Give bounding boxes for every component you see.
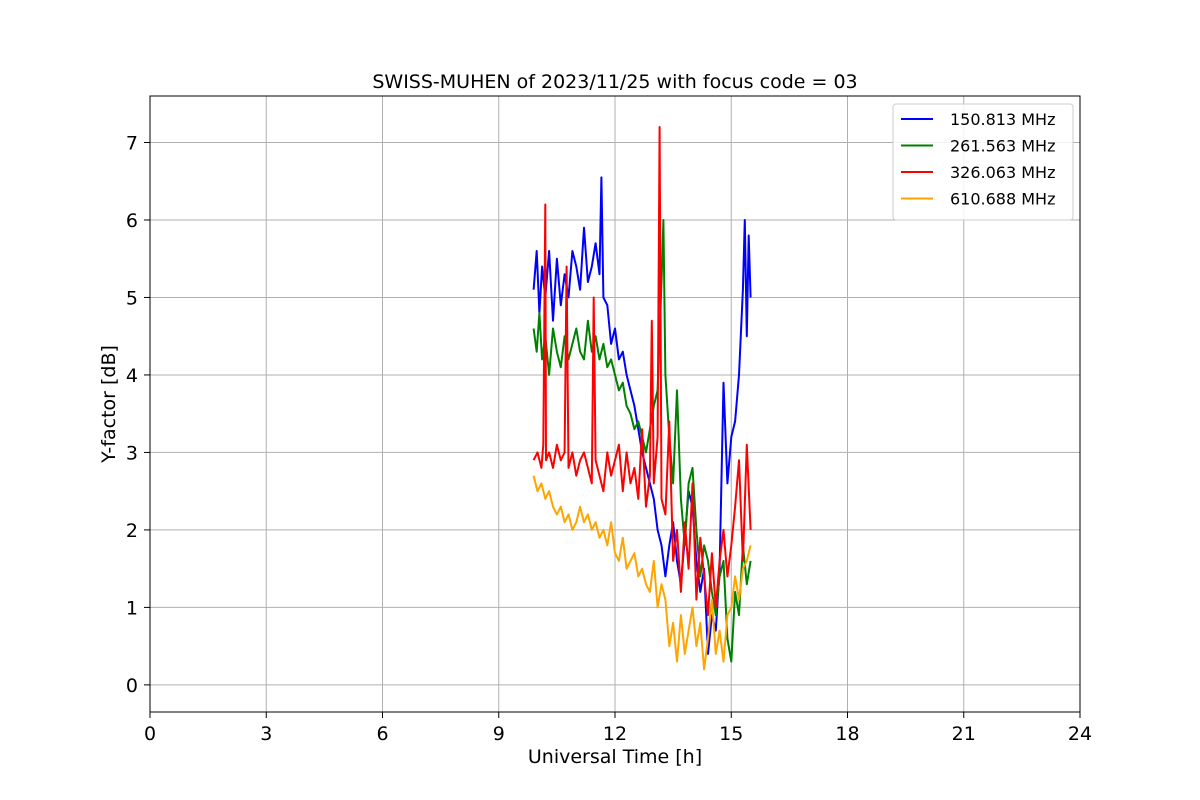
- x-tick-label: 12: [603, 723, 627, 745]
- y-axis: 0 1 2 3 4 5 6 7: [126, 132, 150, 697]
- y-tick-label: 4: [126, 365, 138, 387]
- x-tick-label: 0: [144, 723, 156, 745]
- y-tick-label: 7: [126, 132, 138, 154]
- x-tick-label: 15: [719, 723, 743, 745]
- x-tick-label: 3: [260, 723, 272, 745]
- y-tick-label: 1: [126, 597, 138, 619]
- series-line-3: [532, 126, 752, 617]
- y-tick-label: 0: [126, 675, 138, 697]
- series-layer: [532, 126, 752, 671]
- y-tick-label: 3: [126, 442, 138, 464]
- legend-label: 261.563 MHz: [950, 137, 1055, 156]
- legend-label: 610.688 MHz: [950, 190, 1055, 209]
- legend-label: 326.063 MHz: [950, 163, 1055, 182]
- y-tick-label: 2: [126, 520, 138, 542]
- legend: 150.813 MHz 261.563 MHz 326.063 MHz 610.688…: [892, 103, 1074, 221]
- legend-label: 150.813 MHz: [950, 110, 1055, 129]
- x-tick-label: 24: [1068, 723, 1092, 745]
- chart-title: SWISS-MUHEN of 2023/11/25 with focus cod…: [372, 71, 857, 93]
- x-tick-label: 18: [835, 723, 859, 745]
- x-tick-label: 6: [376, 723, 388, 745]
- legend-box: [892, 103, 1074, 221]
- x-tick-label: 9: [493, 723, 505, 745]
- y-tick-label: 6: [126, 210, 138, 232]
- y-tick-label: 5: [126, 287, 138, 309]
- x-tick-label: 21: [952, 723, 976, 745]
- y-axis-label: Y-factor [dB]: [98, 345, 120, 464]
- x-axis-label: Universal Time [h]: [528, 746, 702, 768]
- series-line-4: [532, 475, 752, 671]
- x-axis: 0 3 6 9 12 15 18 21 24: [144, 712, 1092, 745]
